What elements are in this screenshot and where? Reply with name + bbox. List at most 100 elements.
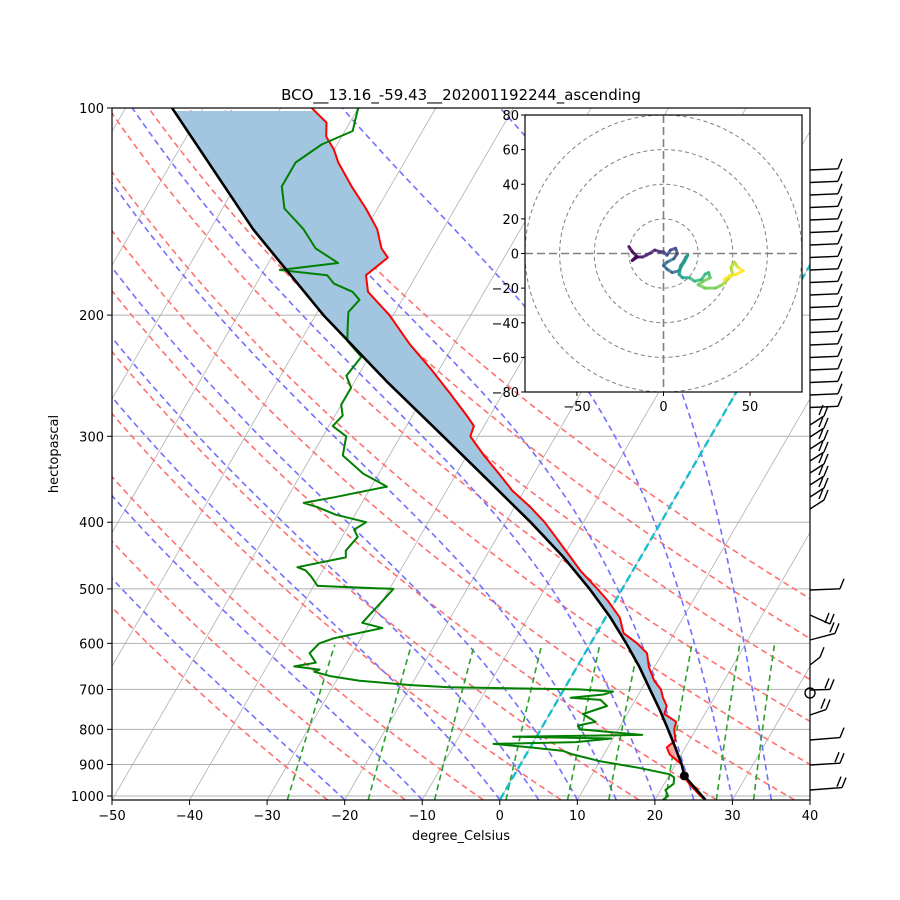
wind-barb-feather xyxy=(837,358,843,370)
wind-barb xyxy=(809,656,821,666)
wind-barb-feather xyxy=(818,488,824,500)
wind-barb xyxy=(809,193,839,196)
wind-barb-feather xyxy=(837,333,843,345)
dry-adiabat xyxy=(112,606,328,800)
mixing-ratio-line xyxy=(752,644,776,800)
wind-barb xyxy=(809,614,831,625)
isotherm-gridline xyxy=(732,665,810,800)
parcel-line xyxy=(171,108,707,800)
wind-barb-feather xyxy=(829,622,835,633)
wind-barb xyxy=(809,318,839,321)
x-axis-label: degree_Celsius xyxy=(412,829,510,844)
wind-barb xyxy=(809,180,839,184)
dry-adiabat xyxy=(112,540,406,800)
isotherm-gridline xyxy=(809,799,810,800)
wind-barb xyxy=(809,280,839,284)
hodograph-y-tick-label: 20 xyxy=(502,213,519,228)
x-tick-label: 40 xyxy=(802,809,819,824)
x-tick-label: 0 xyxy=(496,809,504,824)
wind-barb xyxy=(809,330,839,334)
wind-barb-feather xyxy=(818,440,824,452)
wind-barb xyxy=(809,427,825,438)
wind-barb-feather xyxy=(837,321,843,332)
x-axis: −50 −40 −30 −20 −10 0 10 20 30 40 xyxy=(98,800,818,824)
hodograph-y-tick-label: −60 xyxy=(492,351,519,366)
wind-barb xyxy=(809,293,839,296)
wind-barb-feather xyxy=(837,383,843,395)
wind-barb-feather xyxy=(839,578,845,590)
x-tick-label: 30 xyxy=(724,809,741,824)
wind-barb xyxy=(809,786,843,791)
wind-barb-feather xyxy=(825,699,831,710)
lcl-marker xyxy=(679,771,689,781)
wind-barb-feather xyxy=(834,751,840,763)
hodograph-segment xyxy=(722,274,731,281)
wind-barb-feather xyxy=(839,727,845,738)
wind-barb-feather xyxy=(819,646,825,658)
wind-barb-feather xyxy=(837,246,843,257)
wind-barb-feather xyxy=(829,613,835,625)
plot-frame xyxy=(111,107,811,801)
wind-barb-feather xyxy=(837,171,843,182)
wind-barb xyxy=(809,230,839,234)
isotherm-gridline xyxy=(0,108,48,800)
wind-barb-feather xyxy=(818,428,824,440)
wind-barb-feather xyxy=(818,476,824,488)
zero-isotherm xyxy=(498,262,810,800)
dry-adiabat xyxy=(112,229,795,800)
dry-adiabat xyxy=(112,289,718,800)
hodograph-y-tick-label: −80 xyxy=(492,386,519,401)
wind-barb xyxy=(809,708,827,716)
hodograph-y-tick-label: 40 xyxy=(502,178,519,193)
wind-barb xyxy=(809,305,839,309)
wind-barb-feather xyxy=(837,308,843,320)
mixing-ratio-line xyxy=(433,644,475,800)
wind-barb-feather xyxy=(837,258,843,270)
wind-barb-feather xyxy=(820,698,826,709)
hodograph-x-tick-label: 50 xyxy=(742,400,759,415)
wind-barb xyxy=(809,632,836,641)
hodograph-y-tick-label: 80 xyxy=(502,109,519,124)
wind-barb-feather xyxy=(823,405,829,417)
wind-barb xyxy=(809,168,839,171)
wind-barb-feather xyxy=(836,776,842,787)
x-tick-label: −40 xyxy=(176,809,203,824)
wind-barb-feather xyxy=(823,465,829,477)
moist-adiabat xyxy=(131,108,656,800)
isotherm-gridline xyxy=(577,398,810,800)
moist-adiabat xyxy=(499,108,773,800)
wind-barb xyxy=(809,268,839,271)
wind-barb xyxy=(809,451,825,462)
mixing-ratio-line xyxy=(566,644,601,800)
hodograph-x-tick-label: −50 xyxy=(563,400,590,415)
wind-barb xyxy=(809,205,839,209)
wind-barb xyxy=(809,243,839,246)
y-tick-label: 500 xyxy=(79,583,104,598)
wind-barb xyxy=(809,415,825,426)
y-tick-label: 1000 xyxy=(71,790,104,805)
hodograph-y-tick-label: 60 xyxy=(502,144,519,159)
y-tick-label: 200 xyxy=(79,309,104,324)
wind-barb-feather xyxy=(823,429,829,441)
wind-barb xyxy=(809,218,839,221)
wind-barb xyxy=(809,499,825,510)
hodograph-y-tick-label: −20 xyxy=(492,282,519,297)
dry-adiabat xyxy=(112,111,810,723)
cape-area xyxy=(666,742,682,765)
y-axis-label: hectopascal xyxy=(47,415,62,493)
wind-barb-feather xyxy=(829,679,835,690)
hodograph-inset: 80 60 40 20 0 −20 −40 −60 −80 −50 0 50 xyxy=(492,109,803,415)
wind-barb-feather xyxy=(837,371,843,382)
hodograph-y-tick-label: −40 xyxy=(492,317,519,332)
wind-barb xyxy=(809,355,839,359)
y-tick-label: 900 xyxy=(79,759,104,774)
wind-barb xyxy=(809,393,839,396)
wind-barb xyxy=(809,405,839,409)
moist-adiabat xyxy=(341,108,734,800)
wind-barb xyxy=(809,475,825,486)
wind-barb-feather xyxy=(824,612,830,624)
isotherm-gridline xyxy=(112,108,126,133)
wind-barb-feather xyxy=(837,196,843,207)
x-tick-label: −30 xyxy=(253,809,280,824)
wind-barb-feather xyxy=(837,396,843,407)
